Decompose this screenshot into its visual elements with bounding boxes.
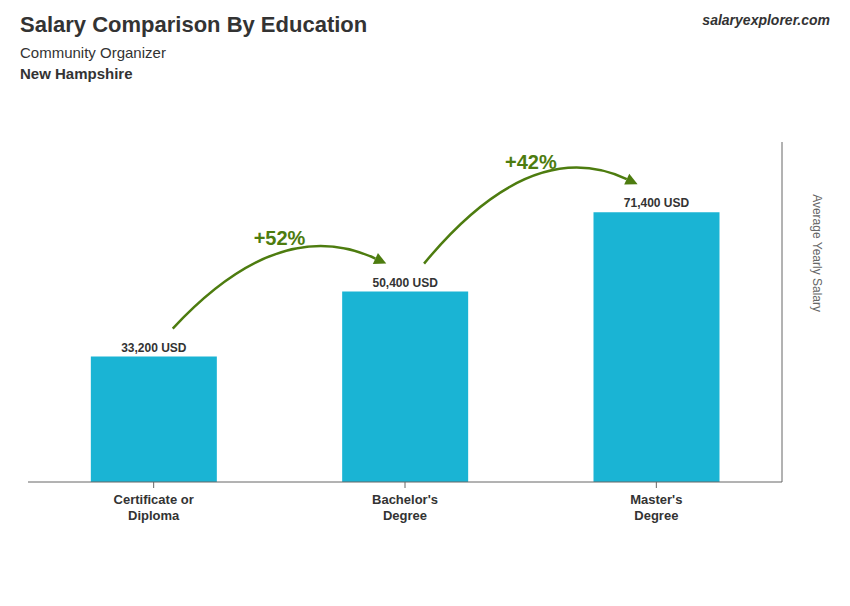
svg-text:Bachelor'sDegree: Bachelor'sDegree [372,492,438,523]
svg-text:Certificate orDiploma: Certificate orDiploma [114,492,194,523]
svg-text:Master'sDegree: Master'sDegree [630,492,682,523]
svg-text:33,200 USD: 33,200 USD [121,341,187,355]
svg-text:50,400 USD: 50,400 USD [372,276,438,290]
svg-text:71,400 USD: 71,400 USD [624,196,690,210]
html-text:Salary Comparison By Education: Salary Comparison By Education [20,12,368,37]
html-text:salaryexplorer.com: salaryexplorer.com [702,12,830,28]
html-text:New Hampshire: New Hampshire [20,65,133,82]
svg-text:+42%: +42% [505,151,557,173]
svg-text:+52%: +52% [254,227,306,249]
html-text:Community Organizer: Community Organizer [20,44,166,61]
svg-text:Average Yearly Salary: Average Yearly Salary [810,194,824,312]
